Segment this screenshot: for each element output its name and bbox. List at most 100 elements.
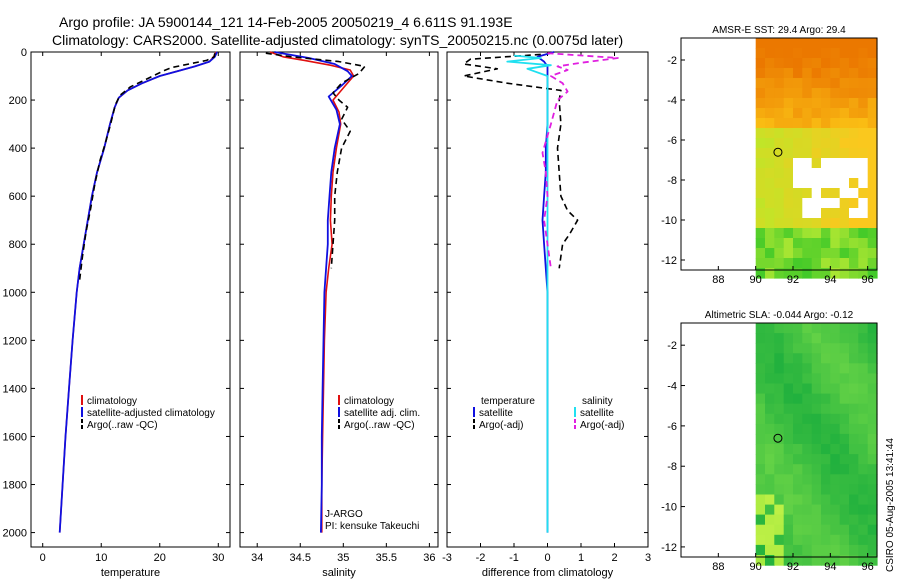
difference-xtick-label: -1 bbox=[509, 552, 519, 564]
sst_map-cell bbox=[830, 128, 841, 139]
sla_map-cell bbox=[802, 383, 813, 395]
sst_map-cell bbox=[830, 198, 841, 209]
sst_map-cell bbox=[858, 68, 869, 79]
sst_map-cell bbox=[793, 58, 803, 69]
sst_map-cell bbox=[783, 208, 794, 219]
sla_map-cell bbox=[849, 423, 859, 435]
sla_map-cell bbox=[839, 403, 850, 415]
sst_map-cell bbox=[783, 128, 794, 139]
sla_map-cell bbox=[867, 323, 878, 334]
sla_map-cell bbox=[867, 423, 878, 435]
sst_map-cell bbox=[774, 148, 785, 159]
sla_map-cell bbox=[849, 474, 859, 485]
temperature-ytick-label: 800 bbox=[9, 239, 27, 251]
sla_map-cell bbox=[765, 353, 775, 364]
sst_map-cell bbox=[858, 88, 869, 99]
sst_map-cell bbox=[811, 158, 822, 169]
sst_map-cell bbox=[765, 68, 775, 79]
sst_map-cell bbox=[802, 198, 813, 209]
sla_map-cell bbox=[774, 343, 785, 354]
sla_map-cell bbox=[765, 514, 775, 526]
sla_map-cell bbox=[849, 454, 859, 465]
sla_map-cell bbox=[783, 464, 794, 475]
temperature-xtick-label: 30 bbox=[212, 552, 224, 564]
sla_map-cell bbox=[774, 413, 785, 425]
sla_map-cell bbox=[811, 464, 822, 475]
sal-legend-item-label: satellite adj. clim. bbox=[344, 408, 420, 419]
sst_map-cell bbox=[802, 188, 813, 199]
sst_map-cell bbox=[765, 148, 775, 159]
temperature-frame bbox=[30, 51, 231, 548]
sla_map-ytick-label: -10 bbox=[661, 502, 677, 514]
sst_map-cell bbox=[830, 88, 841, 99]
sst_map-cell bbox=[821, 58, 831, 69]
sst_map-xtick-label: 90 bbox=[750, 274, 762, 286]
sla_map-cell bbox=[774, 433, 785, 445]
sst_map-cell bbox=[867, 98, 878, 109]
sla_map-cell bbox=[830, 474, 841, 485]
sst_map-cell bbox=[793, 188, 803, 199]
sst_map-cell bbox=[821, 118, 831, 129]
sst_map-cell bbox=[839, 48, 850, 59]
sst_map-cell bbox=[774, 188, 785, 199]
sst_map-cell bbox=[811, 188, 822, 199]
salinity-xtick-label: 34.5 bbox=[290, 552, 311, 564]
sst_map-cell bbox=[867, 228, 878, 239]
sst_map-cell bbox=[849, 208, 859, 219]
temperature-series-climatology bbox=[58, 51, 217, 533]
sla_map-cell bbox=[765, 393, 775, 405]
sst_map-cell bbox=[755, 118, 766, 129]
sla_map-cell bbox=[849, 504, 859, 516]
sla_map-cell bbox=[858, 444, 869, 455]
sla_map-cell bbox=[802, 474, 813, 485]
sla_map-cell bbox=[821, 413, 831, 425]
sla_map-cell bbox=[783, 363, 794, 374]
sal-legend-item-label: climatology bbox=[344, 396, 394, 407]
sla_map-cell bbox=[858, 333, 869, 344]
sst_map-cell bbox=[858, 98, 869, 109]
sst_map-cell bbox=[802, 108, 813, 119]
sst_map-cell bbox=[774, 118, 785, 129]
sst_map-cell bbox=[811, 58, 822, 69]
sst_map-cell bbox=[867, 68, 878, 79]
sst_map-xtick-label: 96 bbox=[862, 274, 874, 286]
sla_map-cell bbox=[858, 323, 869, 334]
sst_map-cell bbox=[858, 208, 869, 219]
sla_map-cell bbox=[811, 454, 822, 465]
sla_map-xtick-label: 88 bbox=[712, 561, 724, 573]
sla_map-cell bbox=[830, 544, 841, 556]
sla_map-cell bbox=[774, 444, 785, 455]
sst_map-cell bbox=[849, 68, 859, 79]
sla_map-cell bbox=[830, 555, 841, 566]
sla_map-cell bbox=[811, 373, 822, 385]
sla_map-cell bbox=[783, 555, 794, 566]
sla_map-cell bbox=[839, 444, 850, 455]
sla_map-cell bbox=[774, 484, 785, 496]
sst_map-cell bbox=[755, 208, 766, 219]
sla_map-cell bbox=[793, 474, 803, 485]
sla_map-cell bbox=[765, 454, 775, 465]
sst_map-cell bbox=[774, 178, 785, 189]
sla_map-cell bbox=[755, 555, 766, 566]
sst_map-cell bbox=[783, 188, 794, 199]
sla_map-cell bbox=[830, 393, 841, 405]
sla_map-cell bbox=[755, 343, 766, 354]
sst_map-cell bbox=[867, 208, 878, 219]
sla_map-cell bbox=[793, 514, 803, 526]
sla_map-cell bbox=[849, 323, 859, 334]
sla_map-cell bbox=[858, 393, 869, 405]
sst_map-cell bbox=[783, 38, 794, 49]
sla_map-cell bbox=[774, 393, 785, 405]
sst_map-cell bbox=[830, 188, 841, 199]
sla_map-cell bbox=[783, 544, 794, 556]
sla_map-cell bbox=[783, 484, 794, 496]
sla_map-cell bbox=[793, 343, 803, 354]
sst_map-cell bbox=[830, 38, 841, 49]
sst_map-cell bbox=[755, 268, 766, 279]
sst_map-cell bbox=[811, 248, 822, 259]
sst_map-cell bbox=[802, 168, 813, 179]
sla_map-cell bbox=[849, 403, 859, 415]
sla_map-cell bbox=[821, 484, 831, 496]
sla_map-cell bbox=[793, 454, 803, 465]
sst_map-cell bbox=[821, 168, 831, 179]
